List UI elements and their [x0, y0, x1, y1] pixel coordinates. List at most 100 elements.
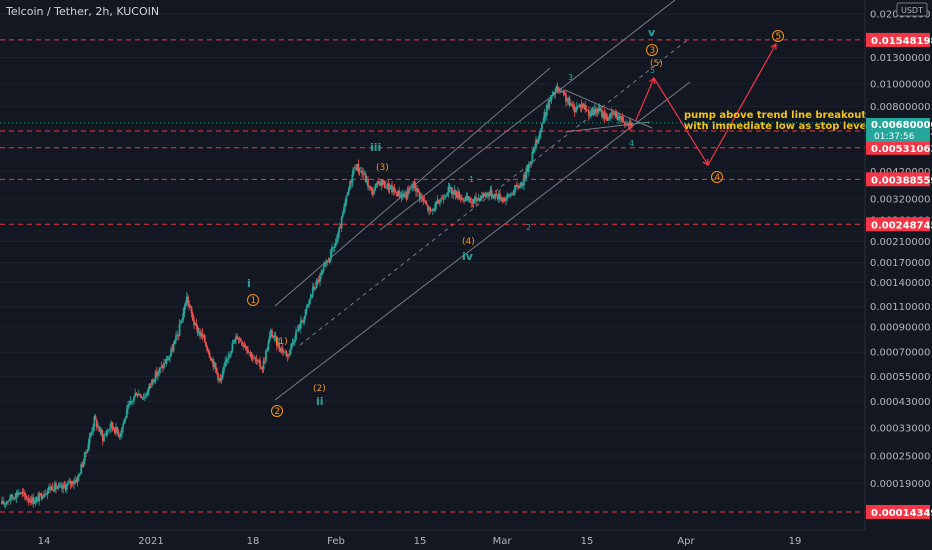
candle-body	[505, 198, 507, 201]
candle-body	[301, 320, 303, 322]
candle-body	[62, 484, 65, 489]
y-tick-label: 0.00320000	[870, 194, 930, 205]
candle-body	[551, 92, 554, 96]
candle-body	[514, 185, 517, 190]
candle-body	[17, 492, 20, 495]
x-tick-label: Apr	[677, 536, 695, 547]
candle-body	[44, 494, 47, 495]
candle-body	[152, 379, 155, 382]
candle-body	[178, 323, 181, 336]
candle-body	[80, 464, 83, 474]
currency-button[interactable]: USDT	[896, 2, 928, 17]
grid	[0, 13, 865, 485]
candle-body	[554, 91, 557, 95]
candle-body	[38, 493, 41, 502]
candle-body	[458, 191, 461, 199]
candle-body	[92, 426, 95, 432]
candle-body	[239, 338, 242, 342]
candle-body	[207, 350, 210, 353]
candle-body	[206, 346, 209, 351]
y-tick-labels: 0.020000000.013000000.010000000.00800000…	[870, 10, 930, 491]
candle-body	[615, 111, 618, 118]
candle-body	[319, 275, 321, 282]
candle-body	[404, 194, 407, 197]
candle-body	[273, 335, 276, 338]
candle-body	[532, 148, 535, 152]
candle-body	[545, 104, 548, 116]
candle-body	[284, 351, 287, 353]
price-axis[interactable]: 0.020000000.013000000.010000000.00800000…	[864, 0, 932, 530]
candle-body	[611, 112, 614, 115]
candle-body	[388, 186, 391, 190]
candle-body	[313, 286, 315, 290]
candle-body	[83, 452, 86, 461]
candle-body	[309, 297, 312, 300]
candle-body	[223, 366, 225, 371]
candle-body	[602, 112, 605, 117]
candle-body	[79, 473, 81, 475]
currency-button-label[interactable]: USDT	[901, 6, 923, 15]
candle-body	[2, 501, 5, 505]
wave-label-circle-5: 5	[776, 32, 782, 42]
candle-body	[1, 501, 3, 505]
candle-body	[470, 202, 473, 204]
candle-body	[97, 426, 99, 428]
candle-body	[274, 335, 277, 337]
candle-body	[91, 431, 93, 434]
candle-body	[383, 180, 386, 188]
candle-body	[136, 395, 139, 397]
candle-body	[67, 482, 69, 485]
wave-label-iii: iii	[370, 141, 381, 154]
candle-body	[626, 123, 629, 125]
candle-body	[407, 189, 410, 190]
candle-body	[5, 501, 8, 504]
candle-body	[466, 196, 469, 200]
candle-body	[99, 429, 102, 432]
projection-arrowhead	[648, 76, 656, 85]
candle-body	[353, 167, 356, 169]
x-tick-label: 18	[247, 536, 260, 547]
wave-circle-4	[711, 171, 723, 183]
candle-body	[479, 196, 482, 201]
candle-body	[359, 171, 362, 173]
candle-body	[340, 216, 343, 229]
candle-body	[557, 88, 560, 92]
candle-body	[325, 261, 327, 265]
candle-body	[271, 330, 273, 337]
candle-body	[376, 181, 379, 184]
candle-body	[524, 174, 527, 179]
candle-body	[482, 193, 485, 198]
y-tick-label: 0.00055000	[870, 372, 930, 383]
candle-body	[541, 123, 543, 129]
candle-body	[220, 376, 223, 381]
candle-body	[175, 335, 177, 340]
candle-body	[445, 195, 447, 197]
candle-body	[562, 91, 565, 94]
candle-body	[298, 325, 301, 329]
candle-body	[139, 393, 141, 396]
time-axis[interactable]: 14 2021 18 Feb 15 Mar 15 Apr 19	[0, 529, 865, 547]
candle-body	[224, 361, 227, 367]
candle-body	[255, 359, 258, 362]
candle-body	[201, 333, 204, 337]
candle-body	[428, 207, 431, 211]
candle-body	[461, 197, 464, 200]
candles	[1, 82, 633, 509]
candle-body	[490, 189, 493, 197]
channel-lower	[274, 81, 691, 401]
candle-body	[33, 502, 36, 504]
candle-body	[28, 500, 31, 502]
wave-label-i: i	[247, 277, 251, 290]
candle-body	[21, 492, 24, 493]
candle-body	[389, 185, 392, 187]
candle-body	[497, 193, 500, 199]
candle-body	[127, 404, 129, 410]
x-tick-label: Mar	[493, 536, 513, 547]
candle-body	[269, 330, 272, 336]
candle-body	[399, 194, 402, 197]
candle-body	[481, 196, 483, 198]
candle-body	[194, 323, 197, 325]
candle-body	[151, 379, 153, 385]
